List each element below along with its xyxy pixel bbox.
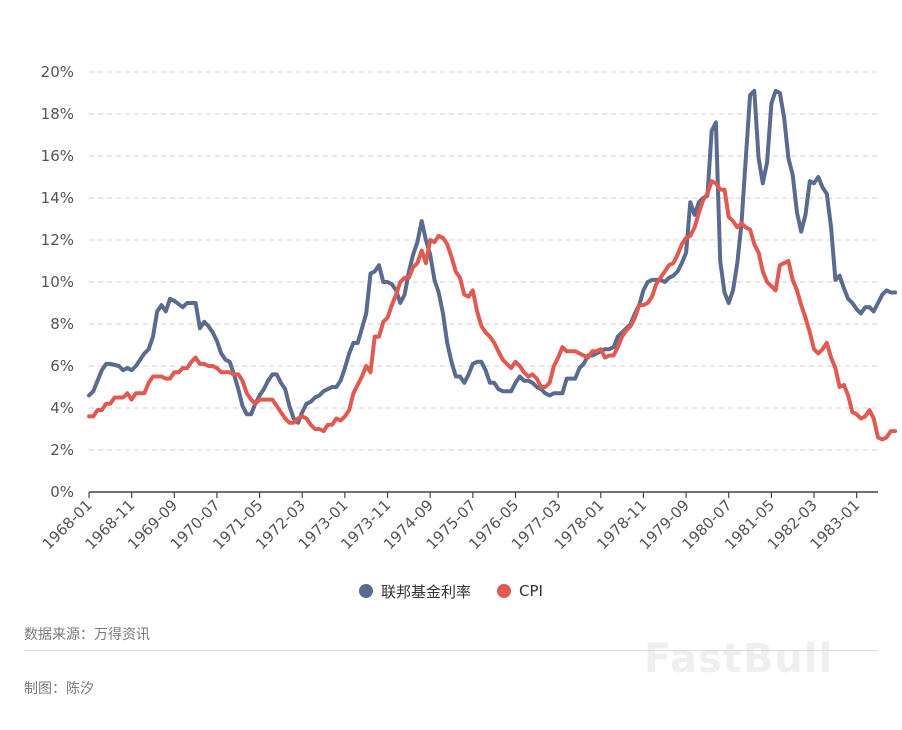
legend-marker-cpi (497, 584, 512, 598)
x-axis: 1968-011968-111969-091970-071971-051972-… (39, 491, 878, 553)
footer-divider (24, 650, 878, 651)
y-tick-label: 0% (50, 483, 74, 501)
series-lines (87, 88, 898, 442)
y-tick-label: 18% (41, 105, 74, 123)
legend-label-cpi: CPI (519, 582, 543, 600)
y-tick-label: 8% (50, 315, 74, 333)
legend: 联邦基金利率 CPI (0, 578, 902, 604)
y-tick-label: 6% (50, 357, 74, 375)
legend-item-fed-funds[interactable]: 联邦基金利率 (359, 581, 471, 602)
y-tick-label: 2% (50, 441, 74, 459)
y-axis-ticks: 0% 2% 4% 6% 8% 10% 12% 14% 16% 18% 20% (41, 63, 74, 501)
watermark-logo: FastBull (644, 636, 834, 682)
series-line-cpi (87, 179, 898, 442)
legend-item-cpi[interactable]: CPI (497, 582, 543, 600)
y-tick-label: 20% (41, 63, 74, 81)
legend-label-fed-funds: 联邦基金利率 (381, 582, 472, 601)
y-tick-label: 10% (41, 273, 74, 291)
y-tick-label: 14% (41, 189, 74, 207)
y-tick-label: 16% (41, 147, 74, 165)
author-note: 制图：陈汐 (24, 681, 94, 697)
y-tick-label: 4% (50, 399, 74, 417)
line-chart: 0% 2% 4% 6% 8% 10% 12% 14% 16% 18% 20% 1968-011968… (39, 63, 898, 553)
series-line-fed-funds (87, 88, 898, 425)
legend-marker-fed-funds (359, 584, 374, 598)
y-tick-label: 12% (41, 231, 74, 249)
data-source-note: 数据来源：万得资讯 (24, 627, 150, 643)
